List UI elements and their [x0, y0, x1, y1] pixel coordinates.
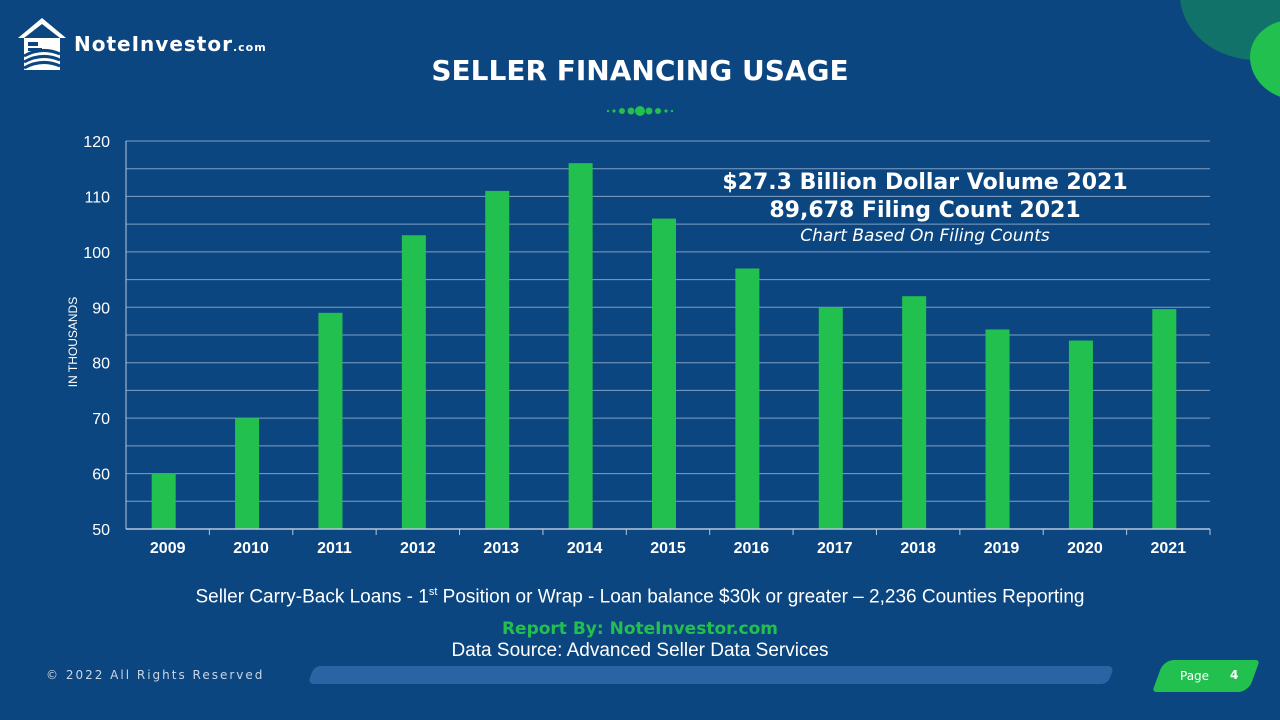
- y-tick-label: 50: [92, 522, 110, 539]
- x-tick-label: 2009: [150, 540, 186, 557]
- bar-2021: [1152, 309, 1177, 529]
- brand-name: NoteInvestor.com: [74, 32, 267, 56]
- y-tick-label: 110: [84, 189, 110, 206]
- x-tick-label: 2014: [567, 540, 603, 557]
- x-tick-label: 2021: [1151, 540, 1187, 557]
- chart-caption: Seller Carry-Back Loans - 1st Position o…: [195, 586, 1085, 608]
- page-title: SELLER FINANCING USAGE: [431, 54, 849, 87]
- x-tick-label: 2016: [734, 540, 770, 557]
- bar-2010: [235, 418, 260, 529]
- bar-2018: [902, 296, 927, 529]
- bar-2017: [818, 307, 843, 529]
- page-label: Page: [1180, 669, 1210, 683]
- bar-2014: [568, 163, 593, 529]
- y-tick-label: 120: [83, 134, 110, 151]
- brand-logo[interactable]: NoteInvestor.com: [16, 16, 267, 72]
- x-tick-label: 2013: [483, 540, 519, 557]
- x-tick-label: 2015: [650, 540, 686, 557]
- bar-2015: [652, 218, 676, 529]
- y-tick-label: 90: [92, 300, 110, 317]
- x-tick-label: 2010: [233, 540, 269, 557]
- x-tick-label: 2019: [984, 540, 1020, 557]
- bar-2013: [485, 190, 510, 529]
- y-tick-label: 60: [92, 467, 110, 484]
- annotation-dollar-volume: $27.3 Billion Dollar Volume 2021: [722, 170, 1128, 195]
- x-tick-label: 2011: [317, 540, 352, 557]
- page-number: 4: [1230, 668, 1239, 682]
- y-tick-label: 100: [83, 245, 110, 262]
- footer-bar: [307, 666, 1115, 684]
- bar-2011: [318, 312, 343, 529]
- x-tick-label: 2018: [900, 540, 936, 557]
- house-logo-icon: [18, 18, 66, 70]
- x-tick-label: 2017: [817, 540, 853, 557]
- y-tick-label: 80: [92, 356, 110, 373]
- bar-2016: [735, 268, 760, 529]
- bar-2009: [151, 473, 176, 529]
- annotation-basis-note: Chart Based On Filing Counts: [800, 226, 1050, 246]
- bar-2020: [1068, 340, 1093, 529]
- x-tick-label: 2020: [1067, 540, 1103, 557]
- copyright-text: © 2022 All Rights Reserved: [46, 668, 265, 682]
- report-by[interactable]: Report By: NoteInvestor.com: [501, 619, 779, 639]
- y-axis-label: IN THOUSANDS: [66, 296, 80, 388]
- x-tick-label: 2012: [400, 540, 436, 557]
- y-tick-label: 70: [92, 411, 110, 428]
- bar-2012: [401, 235, 426, 529]
- bar-2019: [985, 329, 1010, 529]
- annotation-filing-count: 89,678 Filing Count 2021: [769, 198, 1081, 223]
- data-source: Data Source: Advanced Seller Data Servic…: [451, 640, 829, 661]
- title-divider-dots: [606, 106, 674, 116]
